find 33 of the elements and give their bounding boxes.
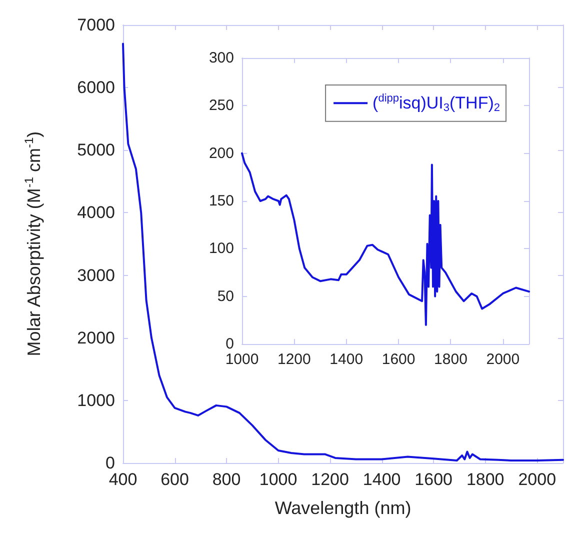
y-tick-label: 5000	[77, 140, 115, 160]
x-tick-label: 600	[160, 470, 189, 489]
y-tick-label: 50	[217, 288, 234, 305]
y-tick-label: 100	[208, 240, 234, 258]
x-tick-label: 800	[212, 470, 241, 489]
y-tick-label: 6000	[77, 78, 115, 98]
x-tick-label: 1400	[330, 351, 364, 368]
x-tick-label: 2000	[518, 470, 556, 489]
x-tick-label: 1200	[311, 470, 349, 489]
x-tick-label: 2000	[486, 351, 520, 368]
y-tick-label: 200	[208, 144, 234, 162]
x-tick-label: 1400	[362, 470, 401, 489]
x-tick-label: 1000	[259, 470, 298, 489]
line-series	[241, 152, 530, 326]
y-tick-label: 3000	[77, 266, 115, 285]
y-tick-label: 1000	[77, 390, 115, 410]
x-tick-label: 400	[108, 470, 138, 489]
y-tick-label: 0	[106, 454, 115, 472]
y-tick-label: 7000	[77, 16, 115, 34]
y-tick-label: 4000	[77, 203, 115, 222]
line-series	[122, 42, 564, 462]
x-tick-label: 1200	[277, 351, 311, 368]
y-tick-label: 150	[208, 192, 234, 210]
y-tick-label: 0	[226, 336, 234, 352]
x-tick-label: 1600	[382, 351, 416, 368]
y-tick-label: 2000	[77, 328, 115, 348]
y-tick-label: 250	[208, 97, 234, 114]
y-tick-label: 300	[208, 50, 234, 66]
x-tick-label: 1600	[414, 470, 452, 489]
x-tick-label: 1800	[434, 351, 468, 368]
x-tick-label: 1800	[466, 470, 504, 489]
y-axis-title: Molar Absorptivity (M-1 cm-1)	[22, 131, 44, 356]
x-axis-title: Wavelength (nm)	[274, 498, 412, 518]
